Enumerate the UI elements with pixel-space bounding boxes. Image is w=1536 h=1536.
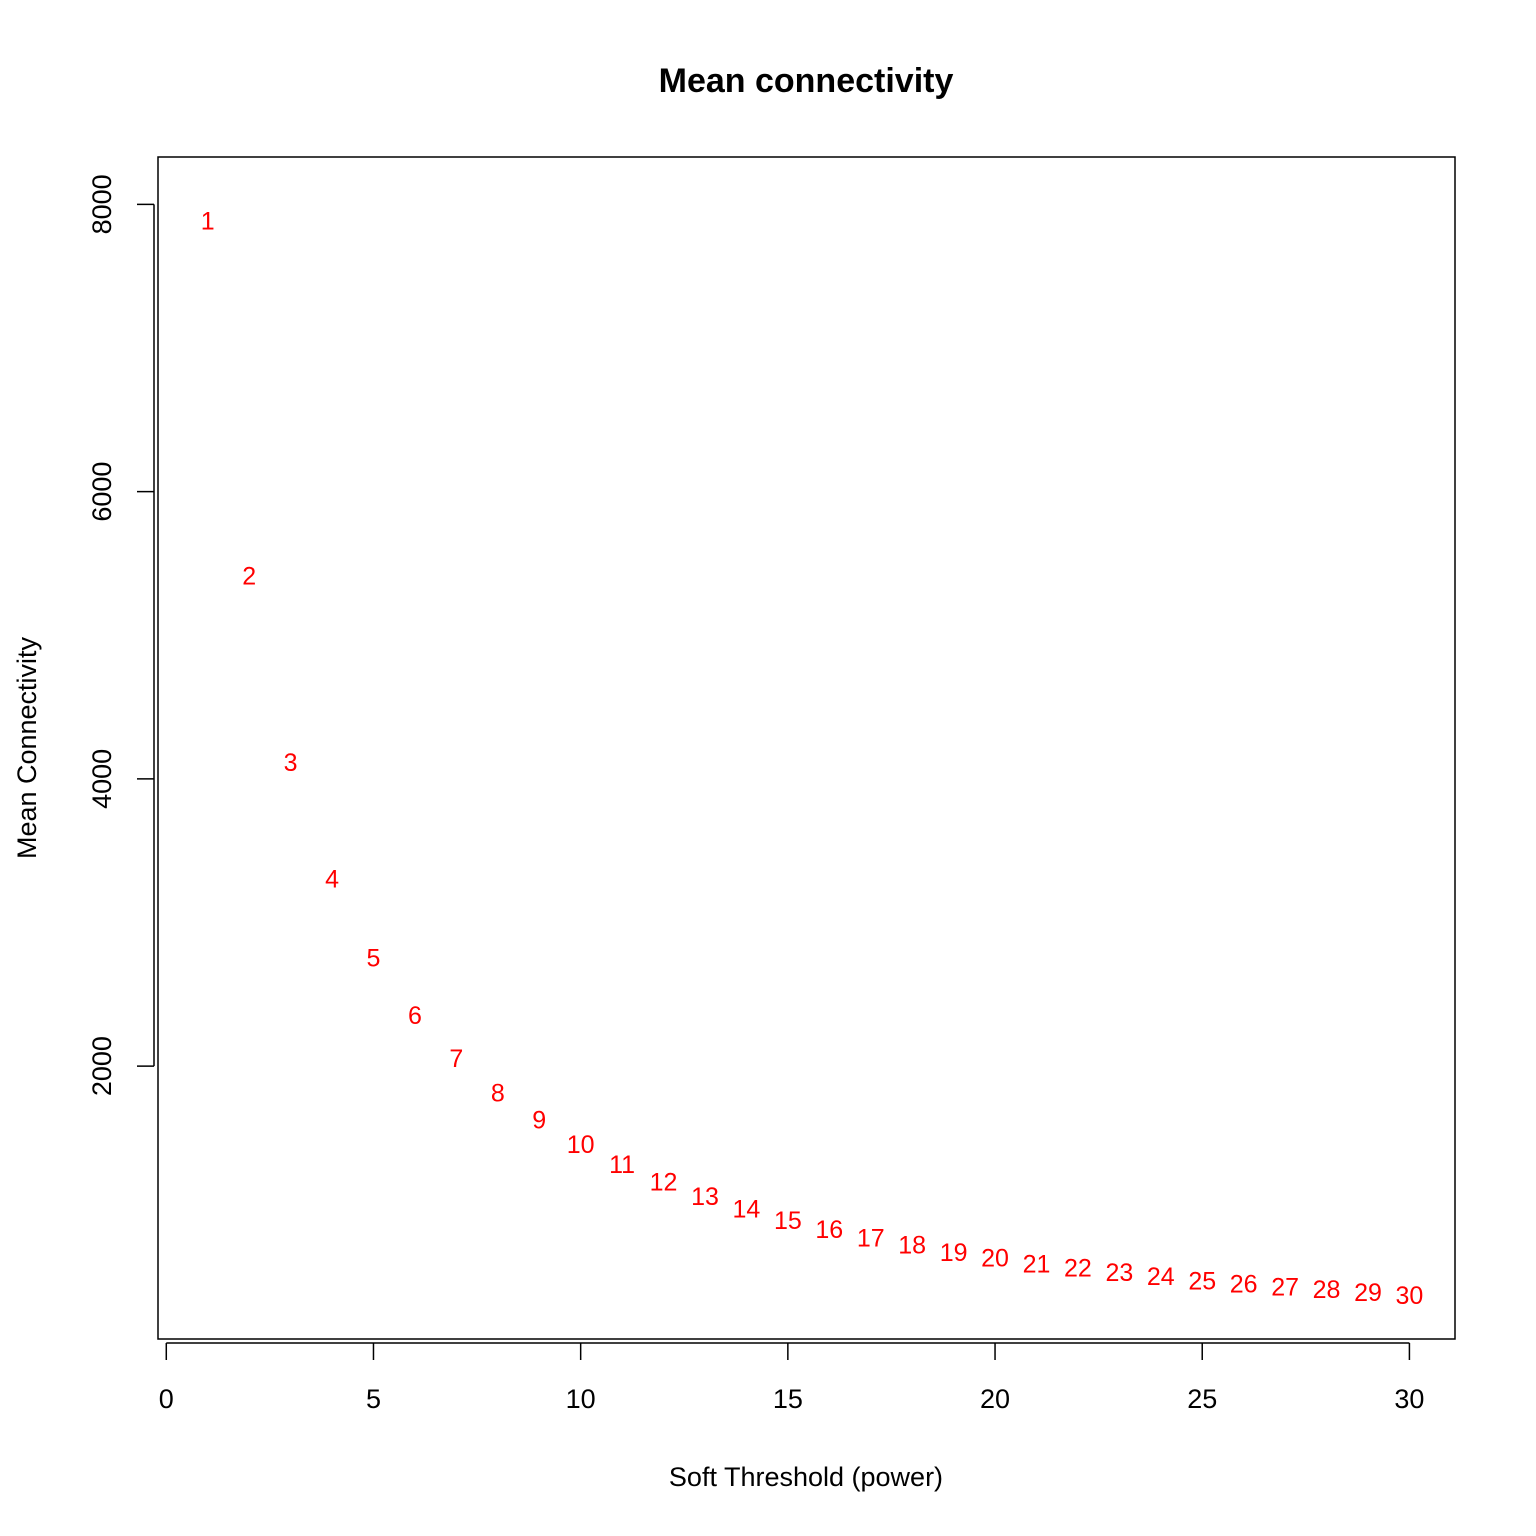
data-point-label: 24 <box>1147 1263 1175 1291</box>
data-point-label: 13 <box>691 1183 719 1211</box>
y-tick-label: 4000 <box>87 749 117 809</box>
data-point-label: 19 <box>940 1239 968 1267</box>
x-tick-label: 5 <box>366 1384 381 1414</box>
data-point-label: 11 <box>609 1151 635 1179</box>
x-tick-label: 20 <box>980 1384 1010 1414</box>
x-tick-label: 25 <box>1187 1384 1217 1414</box>
data-point-label: 4 <box>325 865 339 893</box>
data-point-label: 5 <box>367 944 381 972</box>
data-point-label: 15 <box>774 1207 802 1235</box>
plot-area-frame <box>157 156 1456 1340</box>
data-point-label: 17 <box>857 1224 885 1252</box>
y-tick-label: 6000 <box>87 462 117 522</box>
y-axis: 2000 4000 6000 8000 <box>87 174 155 1096</box>
data-point-label: 27 <box>1271 1273 1299 1301</box>
data-point-label: 20 <box>981 1245 1009 1273</box>
y-tick-label: 2000 <box>87 1036 117 1096</box>
data-point-label: 18 <box>898 1232 926 1260</box>
data-point-label: 3 <box>284 749 298 777</box>
data-point-label: 22 <box>1064 1255 1092 1283</box>
data-point-label: 26 <box>1230 1270 1258 1298</box>
x-tick-label: 10 <box>566 1384 596 1414</box>
data-point-label: 28 <box>1313 1276 1341 1304</box>
data-point-label: 2 <box>242 562 256 590</box>
data-point-label: 25 <box>1188 1268 1216 1296</box>
y-tick-label: 8000 <box>87 174 117 234</box>
y-axis-title: Mean Connectivity <box>12 636 42 859</box>
x-axis-title: Soft Threshold (power) <box>669 1462 943 1492</box>
data-point-label: 30 <box>1396 1282 1424 1310</box>
data-point-label: 8 <box>491 1079 505 1107</box>
data-point-label: 29 <box>1354 1279 1382 1307</box>
x-tick-label: 0 <box>159 1384 174 1414</box>
data-point-label: 16 <box>815 1216 843 1244</box>
x-tick-label: 15 <box>773 1384 803 1414</box>
x-axis: 0 5 10 15 20 25 30 <box>159 1342 1424 1414</box>
x-tick-label: 30 <box>1394 1384 1424 1414</box>
data-point-label: 9 <box>532 1107 546 1135</box>
data-point-label: 23 <box>1105 1259 1133 1287</box>
chart-title: Mean connectivity <box>659 62 954 100</box>
data-point-label: 6 <box>408 1002 422 1030</box>
data-point-label: 10 <box>567 1131 595 1159</box>
data-point-label: 14 <box>733 1196 761 1224</box>
data-point-label: 12 <box>650 1168 678 1196</box>
data-point-label: 21 <box>1023 1250 1051 1278</box>
data-point-label: 1 <box>201 208 215 236</box>
data-point-label: 7 <box>449 1045 463 1073</box>
